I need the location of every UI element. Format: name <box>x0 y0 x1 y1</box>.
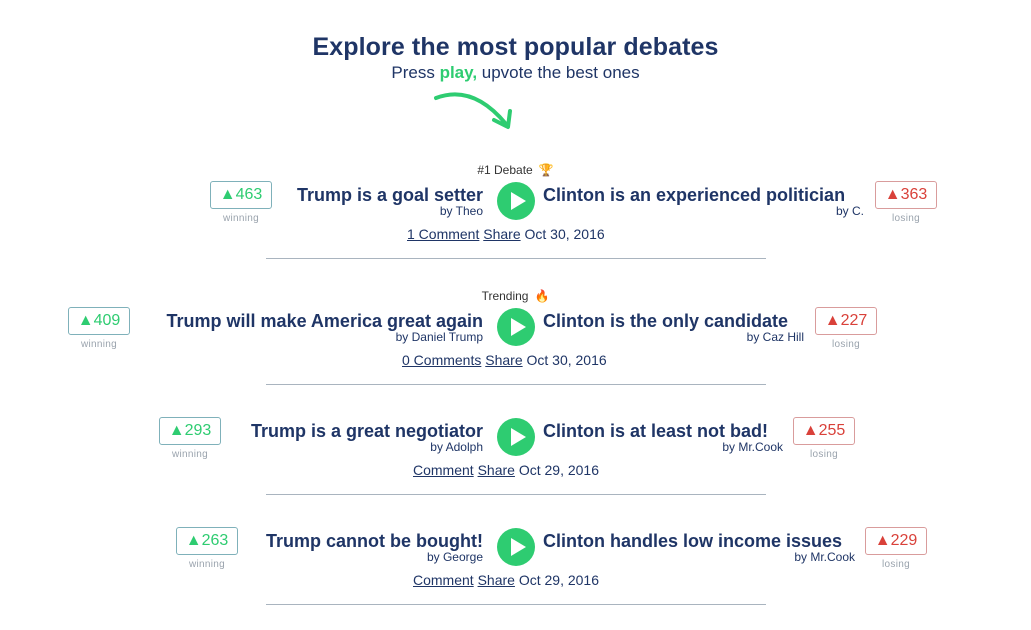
status-label-left: winning <box>188 559 225 570</box>
page-header: Explore the most popular debates Press p… <box>0 33 1031 83</box>
debate-item: Trending 🔥 ▲409 winning Trump will make A… <box>0 289 1031 409</box>
share-link[interactable]: Share <box>485 352 523 368</box>
statement-left[interactable]: Trump cannot be bought! <box>266 531 483 551</box>
comments-link[interactable]: 1 Comment <box>407 226 480 242</box>
statement-left[interactable]: Trump is a goal setter <box>296 185 483 205</box>
author-left: by George <box>426 550 483 564</box>
debate-meta: 0 Comments Share Oct 30, 2016 <box>402 352 607 368</box>
upvote-button-right[interactable]: ▲255 <box>793 417 855 445</box>
comments-link[interactable]: Comment <box>413 462 474 478</box>
author-left: by Daniel Trump <box>395 330 483 344</box>
debate-date: Oct 29, 2016 <box>518 572 599 588</box>
divider <box>266 494 766 495</box>
debate-tag-label: #1 Debate <box>477 163 533 177</box>
trophy-icon: 🏆 <box>538 163 554 177</box>
fire-icon: 🔥 <box>534 289 550 303</box>
play-icon <box>511 192 526 210</box>
statement-right[interactable]: Clinton handles low income issues <box>543 531 843 551</box>
page-subtitle: Press play, upvote the best ones <box>0 63 1031 83</box>
status-label-left: winning <box>222 213 259 224</box>
debate-tag: Trending 🔥 <box>0 289 1031 303</box>
debate-tag: #1 Debate 🏆 <box>0 163 1031 177</box>
play-button[interactable] <box>497 528 535 566</box>
status-label-right: losing <box>810 449 838 460</box>
page-title: Explore the most popular debates <box>312 33 719 61</box>
author-left: by Adolph <box>430 440 483 454</box>
subtitle-play: play, <box>439 63 478 82</box>
curved-arrow-icon <box>434 92 512 129</box>
debate-item: ▲263 winning Trump cannot be bought! by … <box>0 509 1031 629</box>
play-icon <box>511 538 526 556</box>
author-right: by Caz Hill <box>746 330 804 344</box>
subtitle-suffix: upvote the best ones <box>477 63 640 82</box>
upvote-button-right[interactable]: ▲229 <box>865 527 927 555</box>
upvote-button-left[interactable]: ▲293 <box>159 417 221 445</box>
debate-item: #1 Debate 🏆 ▲463 winning Trump is a goal … <box>0 163 1031 283</box>
play-button[interactable] <box>497 182 535 220</box>
debate-date: Oct 30, 2016 <box>526 352 607 368</box>
debate-meta: Comment Share Oct 29, 2016 <box>413 572 599 588</box>
status-label-right: losing <box>882 559 910 570</box>
author-right: by C. <box>835 204 864 218</box>
status-label-right: losing <box>892 213 920 224</box>
share-link[interactable]: Share <box>483 226 521 242</box>
upvote-button-left[interactable]: ▲409 <box>68 307 130 335</box>
divider <box>266 604 766 605</box>
share-link[interactable]: Share <box>477 462 515 478</box>
statement-right[interactable]: Clinton is the only candidate <box>543 311 789 331</box>
statement-left[interactable]: Trump is a great negotiator <box>250 421 483 441</box>
upvote-button-right[interactable]: ▲363 <box>875 181 937 209</box>
debate-date: Oct 29, 2016 <box>518 462 599 478</box>
debate-date: Oct 30, 2016 <box>524 226 605 242</box>
play-button[interactable] <box>497 308 535 346</box>
share-link[interactable]: Share <box>477 572 515 588</box>
comments-link[interactable]: 0 Comments <box>402 352 482 368</box>
author-right: by Mr.Cook <box>794 550 855 564</box>
status-label-right: losing <box>832 339 860 350</box>
divider <box>266 384 766 385</box>
upvote-button-left[interactable]: ▲263 <box>176 527 238 555</box>
author-left: by Theo <box>439 204 483 218</box>
upvote-button-right[interactable]: ▲227 <box>815 307 877 335</box>
status-label-left: winning <box>80 339 117 350</box>
debate-tag-label: Trending <box>481 289 529 303</box>
debate-meta: 1 Comment Share Oct 30, 2016 <box>407 226 605 242</box>
debate-item: ▲293 winning Trump is a great negotiator… <box>0 399 1031 519</box>
statement-left[interactable]: Trump will make America great again <box>166 311 483 331</box>
statement-right[interactable]: Clinton is an experienced politician <box>543 185 846 205</box>
play-icon <box>511 428 526 446</box>
divider <box>266 258 766 259</box>
upvote-button-left[interactable]: ▲463 <box>210 181 272 209</box>
play-button[interactable] <box>497 418 535 456</box>
subtitle-prefix: Press <box>391 63 440 82</box>
author-right: by Mr.Cook <box>722 440 783 454</box>
play-icon <box>511 318 526 336</box>
debate-meta: Comment Share Oct 29, 2016 <box>413 462 599 478</box>
status-label-left: winning <box>171 449 208 460</box>
statement-right[interactable]: Clinton is at least not bad! <box>543 421 769 441</box>
comments-link[interactable]: Comment <box>413 572 474 588</box>
